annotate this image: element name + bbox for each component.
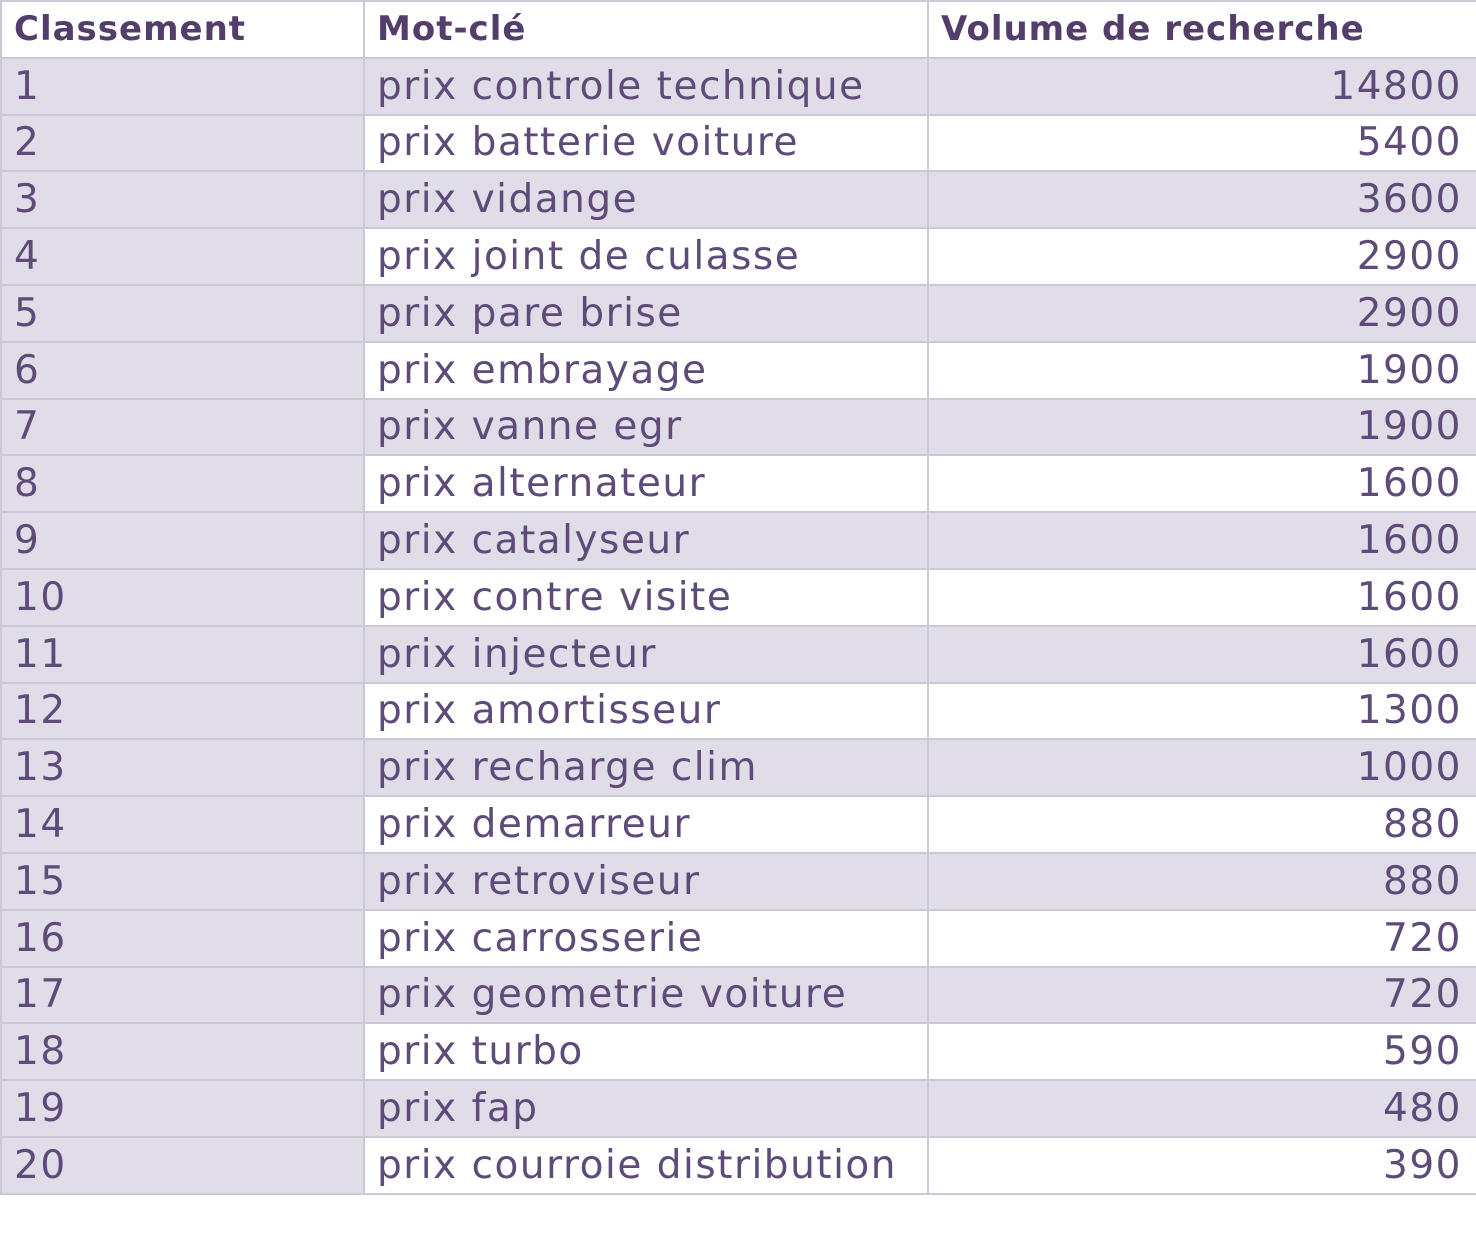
- table-row: 6 prix embrayage 1900: [0, 340, 1476, 400]
- table-row: 15 prix retroviseur 880: [0, 851, 1476, 911]
- rank-cell: 5: [0, 283, 365, 343]
- keyword-cell: prix carrosserie: [363, 908, 929, 968]
- table-row: 14 prix demarreur 880: [0, 795, 1476, 854]
- column-header-classement: Classement: [0, 0, 365, 59]
- volume-cell: 1600: [927, 511, 1476, 570]
- rank-cell: 1: [0, 56, 365, 116]
- table-row: 9 prix catalyseur 1600: [0, 511, 1476, 570]
- keyword-cell: prix injecteur: [363, 624, 929, 684]
- keyword-cell: prix amortisseur: [363, 681, 929, 741]
- table-row: 1 prix controle technique 14800: [0, 56, 1476, 116]
- table-row: 19 prix fap 480: [0, 1079, 1476, 1138]
- volume-cell: 720: [927, 965, 1476, 1025]
- rank-cell: 16: [0, 908, 365, 968]
- keyword-cell: prix recharge clim: [363, 738, 929, 798]
- volume-cell: 1600: [927, 454, 1476, 514]
- rank-cell: 14: [0, 795, 365, 854]
- rank-cell: 18: [0, 1022, 365, 1082]
- table-row: 5 prix pare brise 2900: [0, 283, 1476, 343]
- column-header-volume: Volume de recherche: [927, 0, 1476, 59]
- volume-cell: 390: [927, 1135, 1476, 1195]
- table-row: 17 prix geometrie voiture 720: [0, 965, 1476, 1025]
- keyword-cell: prix geometrie voiture: [363, 965, 929, 1025]
- volume-cell: 480: [927, 1079, 1476, 1138]
- rank-cell: 6: [0, 340, 365, 400]
- table-row: 8 prix alternateur 1600: [0, 454, 1476, 514]
- column-header-mot-cle: Mot-clé: [363, 0, 929, 59]
- table-row: 2 prix batterie voiture 5400: [0, 113, 1476, 173]
- table-row: 12 prix amortisseur 1300: [0, 681, 1476, 741]
- rank-cell: 9: [0, 511, 365, 570]
- volume-cell: 1600: [927, 624, 1476, 684]
- table-row: 16 prix carrosserie 720: [0, 908, 1476, 968]
- volume-cell: 590: [927, 1022, 1476, 1082]
- volume-cell: 1000: [927, 738, 1476, 798]
- keyword-cell: prix vidange: [363, 170, 929, 230]
- table-body: 1 prix controle technique 14800 2 prix b…: [0, 56, 1476, 1195]
- volume-cell: 2900: [927, 227, 1476, 286]
- rank-cell: 17: [0, 965, 365, 1025]
- keyword-cell: prix vanne egr: [363, 397, 929, 457]
- table-row: 7 prix vanne egr 1900: [0, 397, 1476, 457]
- keyword-cell: prix controle technique: [363, 56, 929, 116]
- volume-cell: 720: [927, 908, 1476, 968]
- rank-cell: 11: [0, 624, 365, 684]
- volume-cell: 5400: [927, 113, 1476, 173]
- keyword-cell: prix embrayage: [363, 340, 929, 400]
- keyword-cell: prix courroie distribution: [363, 1135, 929, 1195]
- rank-cell: 19: [0, 1079, 365, 1138]
- table-row: 3 prix vidange 3600: [0, 170, 1476, 230]
- rank-cell: 13: [0, 738, 365, 798]
- keyword-cell: prix batterie voiture: [363, 113, 929, 173]
- table-row: 4 prix joint de culasse 2900: [0, 227, 1476, 286]
- rank-cell: 15: [0, 851, 365, 911]
- rank-cell: 3: [0, 170, 365, 230]
- volume-cell: 14800: [927, 56, 1476, 116]
- volume-cell: 1900: [927, 397, 1476, 457]
- keyword-cell: prix joint de culasse: [363, 227, 929, 286]
- keyword-cell: prix retroviseur: [363, 851, 929, 911]
- volume-cell: 3600: [927, 170, 1476, 230]
- keyword-cell: prix catalyseur: [363, 511, 929, 570]
- table-row: 10 prix contre visite 1600: [0, 567, 1476, 627]
- rank-cell: 4: [0, 227, 365, 286]
- keyword-cell: prix alternateur: [363, 454, 929, 514]
- keyword-cell: prix pare brise: [363, 283, 929, 343]
- keyword-cell: prix turbo: [363, 1022, 929, 1082]
- volume-cell: 1900: [927, 340, 1476, 400]
- rank-cell: 8: [0, 454, 365, 514]
- keyword-cell: prix demarreur: [363, 795, 929, 854]
- keyword-cell: prix contre visite: [363, 567, 929, 627]
- table-row: 18 prix turbo 590: [0, 1022, 1476, 1082]
- rank-cell: 7: [0, 397, 365, 457]
- table-row: 11 prix injecteur 1600: [0, 624, 1476, 684]
- rank-cell: 2: [0, 113, 365, 173]
- rank-cell: 12: [0, 681, 365, 741]
- table-row: 13 prix recharge clim 1000: [0, 738, 1476, 798]
- header-row: Classement Mot-clé Volume de recherche: [0, 0, 1476, 59]
- volume-cell: 880: [927, 851, 1476, 911]
- volume-cell: 2900: [927, 283, 1476, 343]
- table-row: 20 prix courroie distribution 390: [0, 1135, 1476, 1195]
- volume-cell: 880: [927, 795, 1476, 854]
- keyword-volume-table: Classement Mot-clé Volume de recherche 1…: [0, 0, 1476, 1195]
- volume-cell: 1600: [927, 567, 1476, 627]
- rank-cell: 20: [0, 1135, 365, 1195]
- keyword-cell: prix fap: [363, 1079, 929, 1138]
- volume-cell: 1300: [927, 681, 1476, 741]
- rank-cell: 10: [0, 567, 365, 627]
